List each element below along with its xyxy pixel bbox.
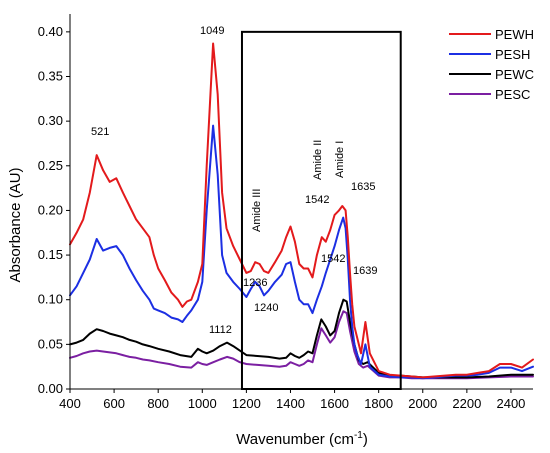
highlight-box: [240, 30, 402, 390]
x-tick-label-1000: 1000: [188, 396, 217, 411]
legend-label-pewh: PEWH: [495, 27, 534, 42]
x-tick-label-2400: 2400: [496, 396, 525, 411]
annotation-521: 521: [91, 126, 109, 138]
annotation-1112: 1112: [209, 324, 232, 336]
legend-label-pesh: PESH: [495, 47, 530, 62]
x-tick-label-1600: 1600: [320, 396, 349, 411]
ticks: 400 600 800 1000 1200 1400 1600 1800 2000 2200 240…: [38, 24, 526, 411]
y-tick-label-5: 0.25: [38, 158, 63, 173]
y-tick-label-6: 0.30: [38, 113, 63, 128]
y-tick-label-2: 0.10: [38, 292, 63, 307]
series-line-pewc: [69, 298, 534, 379]
x-tick-label-800: 800: [147, 396, 169, 411]
annotation-1240: 1240: [254, 302, 278, 314]
series-line-pesc: [69, 310, 534, 380]
annotation-amide-i: Amide I: [334, 141, 346, 178]
annotation-amide-iii: Amide III: [251, 189, 263, 232]
annotation-1635: 1635: [351, 181, 375, 193]
y-tick-label-3: 0.15: [38, 247, 63, 262]
x-tick-label-600: 600: [103, 396, 125, 411]
x-tick-label-400: 400: [59, 396, 81, 411]
series-line-pewh: [69, 42, 534, 379]
y-tick-label-7: 0.35: [38, 69, 63, 84]
y-tick-label-1: 0.05: [38, 336, 63, 351]
x-axis-label-sup: -1: [354, 430, 363, 441]
x-tick-label-2200: 2200: [452, 396, 481, 411]
y-tick-label-8: 0.40: [38, 24, 63, 39]
x-tick-label-1800: 1800: [364, 396, 393, 411]
x-axis-label-close: ): [363, 431, 368, 448]
y-axis-label: Absorbance (AU): [7, 167, 24, 282]
x-tick-label-1200: 1200: [232, 396, 261, 411]
annotation-amide-ii: Amide II: [312, 140, 324, 180]
annotation-1542-top: 1542: [305, 194, 329, 206]
legend-label-pesc: PESC: [495, 87, 530, 102]
y-tick-label-0: 0.00: [38, 381, 63, 396]
x-tick-label-1400: 1400: [276, 396, 305, 411]
y-tick-label-4: 0.20: [38, 202, 63, 217]
annotation-1049: 1049: [200, 25, 224, 37]
x-axis-label: Wavenumber (cm-1): [236, 430, 368, 448]
legend: PEWH PESH PEWC PESC: [449, 27, 534, 102]
legend-label-pewc: PEWC: [495, 67, 534, 82]
x-tick-label-2000: 2000: [408, 396, 437, 411]
annotation-1236: 1236: [243, 277, 267, 289]
annotation-1542-low: 1542: [321, 253, 345, 265]
plot-area: [69, 42, 534, 380]
annotation-1639: 1639: [353, 265, 377, 277]
series-line-pesh: [69, 124, 534, 380]
x-axis-label-main: Wavenumber (cm: [236, 431, 354, 448]
